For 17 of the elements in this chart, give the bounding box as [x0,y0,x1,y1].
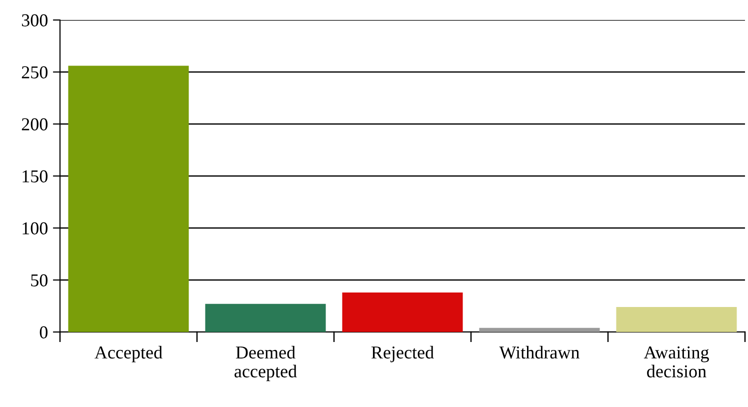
y-tick-label: 100 [22,222,48,234]
bar [205,304,326,332]
x-tick-label: Accepted [94,346,162,362]
y-tick-label: 150 [22,170,48,182]
bar [342,292,463,332]
y-tick-label: 0 [40,326,48,338]
bar [68,66,189,332]
y-tick-label: 50 [31,274,48,286]
x-tick-label: Deemed accepted [234,346,297,382]
x-tick-label: Awaiting decision [644,346,709,378]
x-tick-label: Rejected [371,346,434,362]
y-tick-label: 250 [22,66,48,78]
bar [616,307,737,332]
bar [479,328,600,332]
y-tick-label: 200 [22,118,48,130]
y-tick-label: 300 [22,14,48,26]
x-tick-label: Withdrawn [499,346,580,359]
